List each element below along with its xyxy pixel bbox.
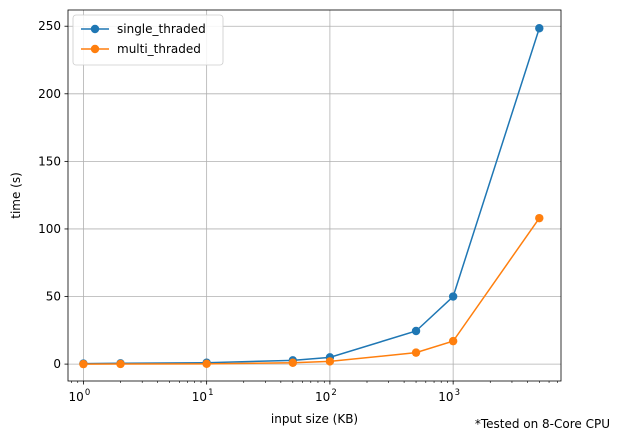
legend: single_thraded multi_thraded [72, 14, 224, 66]
grid [68, 10, 561, 381]
series-1-point [411, 326, 421, 336]
y-tick-label: 50 [46, 290, 61, 304]
legend-label: single_thraded [117, 22, 206, 36]
series-2-point [202, 359, 211, 369]
legend-box [72, 14, 224, 66]
y-tick-label: 150 [38, 154, 61, 168]
plot-frame [67, 9, 562, 382]
series-line-2 [83, 217, 540, 365]
legend-marker [90, 24, 100, 34]
series-1-point [448, 292, 458, 301]
legend-label: multi_thraded [117, 42, 201, 56]
series-layer [79, 24, 544, 369]
legend-marker [90, 44, 100, 54]
series-2-point [79, 359, 88, 369]
series-2-point [535, 213, 544, 223]
y-tick-label: 0 [53, 357, 61, 371]
series-2-point [288, 358, 297, 367]
series-1-point [535, 24, 544, 33]
series-2-point [325, 357, 335, 366]
footnote: *Tested on 8-Core CPU [474, 417, 610, 431]
x-tick-label: 102 [315, 388, 337, 404]
y-tick-label: 200 [38, 87, 61, 101]
x-tick-label: 103 [438, 388, 460, 404]
x-axis-label: input size (KB) [271, 412, 358, 426]
y-tick-label: 250 [38, 19, 61, 33]
y-tick-label: 100 [38, 222, 61, 236]
axis-ticks: 100 101 102 103 0 50 100 150 200 250 [38, 19, 558, 404]
series-line-1 [83, 28, 541, 365]
x-tick-label: 101 [192, 388, 214, 404]
x-tick-label: 100 [69, 388, 91, 404]
series-2-point [448, 336, 458, 346]
y-axis-label: time (s) [9, 172, 23, 219]
series-2-point [116, 359, 125, 369]
series-2-point [411, 348, 421, 357]
